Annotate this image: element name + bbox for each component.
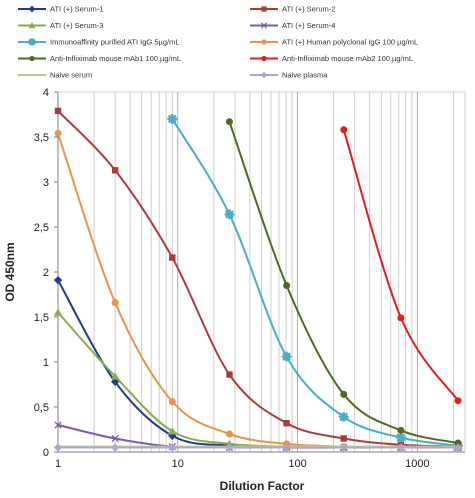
legend-swatch-marker xyxy=(261,55,267,62)
legend-label: ATI (+) Human polyclonal IgG 100 µg/mL xyxy=(282,38,418,47)
y-tick-label: 1 xyxy=(43,357,49,369)
data-point xyxy=(53,275,63,285)
legend-item: ATI (+) Serum-3 xyxy=(18,21,103,30)
y-tick-label: 1,5 xyxy=(34,312,49,324)
y-tick-label: 0 xyxy=(43,447,49,459)
data-point xyxy=(226,371,233,378)
y-tick-label: 2 xyxy=(43,267,49,279)
data-point xyxy=(168,443,177,452)
legend-label: Anti-Infliximab mouse mAb1 100 µg/mL xyxy=(50,54,181,63)
data-point xyxy=(340,126,348,134)
data-point xyxy=(281,351,292,362)
grid xyxy=(57,92,454,452)
x-tick-label: 10 xyxy=(172,458,184,470)
data-point xyxy=(283,282,291,289)
series-8 xyxy=(340,126,462,405)
data-point xyxy=(454,397,462,405)
data-point xyxy=(282,443,291,452)
legend-label: ATI (+) Serum-3 xyxy=(50,21,103,30)
legend-swatch-marker xyxy=(260,71,268,79)
x-axis-title: Dilution Factor xyxy=(220,479,305,493)
data-point xyxy=(168,427,177,435)
series-line xyxy=(57,311,459,449)
legend-item: ATI (+) Serum-1 xyxy=(18,5,103,14)
legend-swatch-marker xyxy=(28,22,36,29)
x-tick-label: 1 xyxy=(55,458,61,470)
data-point xyxy=(224,209,235,220)
data-point xyxy=(54,421,62,429)
data-point xyxy=(111,167,119,174)
data-point xyxy=(339,443,348,452)
data-point xyxy=(111,434,119,443)
series-2 xyxy=(54,107,462,450)
legend-swatch-marker xyxy=(260,22,268,29)
tick-labels: 0 0,5 1 1,5 2 2,5 3 3,5 4 1 10 100 1000 xyxy=(34,87,430,470)
data-point xyxy=(225,443,234,452)
data-point xyxy=(53,308,63,316)
data-point xyxy=(397,426,405,434)
legend-item: Anti-Infliximab mouse mAb2 100 µg/mL xyxy=(250,54,413,63)
data-point xyxy=(340,435,347,442)
legend-swatch-marker xyxy=(29,55,35,62)
data-point xyxy=(225,430,233,438)
legend-item: Naive serum xyxy=(18,71,92,80)
data-point xyxy=(110,372,120,380)
series-group xyxy=(53,107,463,452)
legend-label: ATI (+) Serum-1 xyxy=(50,5,103,14)
y-tick-label: 3,5 xyxy=(34,132,49,144)
legend-label: ATI (+) Serum-2 xyxy=(282,5,335,14)
series-line xyxy=(228,121,459,444)
data-point xyxy=(167,114,178,124)
legend-swatch-marker xyxy=(28,38,36,46)
series-line xyxy=(342,129,459,402)
data-point xyxy=(395,432,406,443)
x-tick-label: 100 xyxy=(288,458,306,470)
data-point xyxy=(225,118,233,126)
legend-item: ATI (+) Serum-4 xyxy=(250,21,335,30)
data-point xyxy=(110,443,120,452)
legend: ATI (+) Serum-1 ATI (+) Serum-2 ATI (+) Se… xyxy=(18,5,418,80)
y-tick-label: 0,5 xyxy=(34,402,49,414)
legend-swatch-marker xyxy=(28,5,36,13)
legend-item: Naive plasma xyxy=(250,71,328,80)
data-point xyxy=(53,443,63,452)
y-tick-label: 3 xyxy=(43,177,49,189)
y-tick-label: 2,5 xyxy=(34,222,49,234)
legend-item: Anti-Infliximab mouse mAb1 100 µg/mL xyxy=(18,54,181,63)
x-tick-label: 1000 xyxy=(405,458,429,470)
legend-item: Immunoaffinity purified ATI IgG 5µg/mL xyxy=(18,38,180,47)
legend-label: Naive plasma xyxy=(282,71,328,80)
legend-swatch-marker xyxy=(261,39,267,45)
series-line xyxy=(57,110,459,448)
legend-item: ATI (+) Human polyclonal IgG 100 µg/mL xyxy=(250,38,418,47)
series-line xyxy=(171,118,459,447)
data-point xyxy=(111,299,119,307)
data-point xyxy=(54,107,62,115)
legend-swatch-marker xyxy=(261,6,267,12)
data-point xyxy=(454,439,462,447)
series-5 xyxy=(167,114,463,451)
legend-label: Anti-Infliximab mouse mAb2 100 µg/mL xyxy=(282,54,413,63)
data-point xyxy=(283,420,290,427)
data-point xyxy=(169,254,176,261)
data-point xyxy=(396,443,406,452)
legend-label: Naive serum xyxy=(50,71,92,80)
data-point xyxy=(168,398,176,406)
y-axis-title: OD 450nm xyxy=(3,242,17,301)
axes xyxy=(54,91,466,453)
data-point xyxy=(397,314,405,322)
legend-label: Immunoaffinity purified ATI IgG 5µg/mL xyxy=(50,38,180,47)
legend-label: ATI (+) Serum-4 xyxy=(282,21,335,30)
data-point xyxy=(340,390,348,398)
legend-item: ATI (+) Serum-2 xyxy=(250,5,335,14)
data-point xyxy=(54,129,62,137)
data-point xyxy=(453,443,463,452)
series-10 xyxy=(53,443,463,452)
data-point xyxy=(338,412,349,422)
y-tick-label: 4 xyxy=(43,87,49,99)
series-line xyxy=(57,279,459,449)
series-7 xyxy=(225,118,462,447)
